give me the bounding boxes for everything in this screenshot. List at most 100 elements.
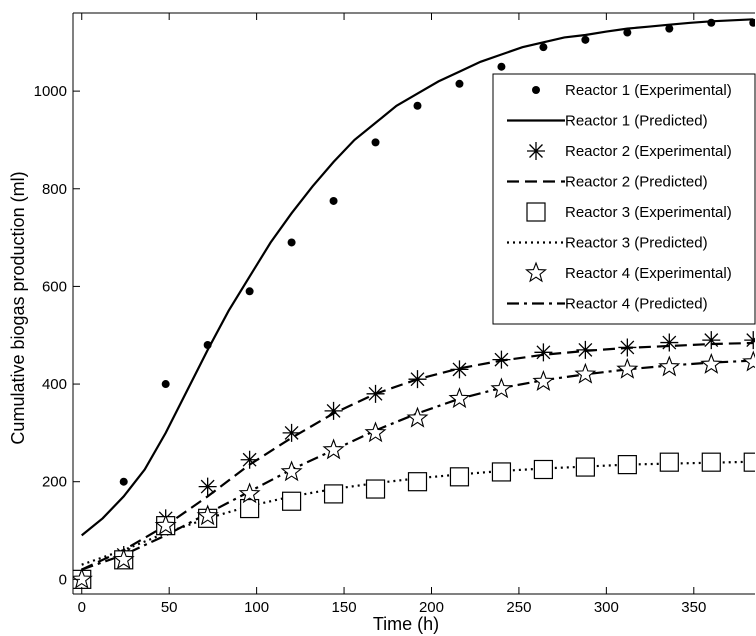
data-point-reactor-1-experimental	[161, 380, 170, 389]
legend-swatch-reactor-4-experimental	[525, 261, 547, 283]
data-point-reactor-1-experimental	[413, 101, 422, 110]
legend-marker-reactor-1-experimental	[532, 86, 540, 94]
data-point-reactor-3-experimental	[701, 452, 721, 472]
data-point-reactor-3-experimental	[617, 455, 637, 475]
data-point-reactor-2-experimental	[408, 370, 427, 389]
data-point-reactor-1-experimental	[581, 35, 590, 44]
legend-label-reactor-4-experimental: Reactor 4 (Experimental)	[565, 265, 732, 282]
x-tick-label: 350	[681, 599, 706, 616]
legend-marker-reactor-2-experimental	[527, 142, 545, 160]
data-point-reactor-4-experimental	[616, 357, 639, 379]
data-point-reactor-1-experimental	[623, 28, 632, 37]
plot-content	[73, 18, 755, 589]
data-point-reactor-3-experimental	[575, 457, 595, 477]
data-point-reactor-4-experimental	[73, 567, 93, 589]
legend-label-reactor-3-experimental: Reactor 3 (Experimental)	[565, 204, 732, 221]
data-point-reactor-1-experimental	[371, 138, 380, 147]
data-point-reactor-4-experimental	[574, 362, 597, 384]
data-point-reactor-1-experimental	[287, 238, 296, 247]
data-point-reactor-2-experimental	[450, 360, 469, 379]
legend-label-reactor-2-predicted: Reactor 2 (Predicted)	[565, 174, 708, 191]
series-reactor-4-experimental	[73, 350, 755, 589]
data-point-reactor-1-experimental	[497, 62, 506, 71]
data-point-reactor-4-experimental	[658, 355, 681, 377]
y-axis-label: Cumulative biogas production (ml)	[8, 171, 28, 444]
data-point-reactor-2-experimental	[744, 331, 755, 350]
data-point-reactor-4-experimental	[448, 387, 471, 409]
x-axis-label: Time (h)	[373, 614, 439, 634]
data-point-reactor-2-experimental	[240, 450, 259, 469]
legend-label-reactor-1-predicted: Reactor 1 (Predicted)	[565, 113, 708, 130]
data-point-reactor-4-experimental	[238, 482, 261, 504]
data-point-reactor-1-experimental	[665, 24, 674, 33]
x-tick-label: 100	[244, 599, 269, 616]
legend-swatch-reactor-1-experimental	[532, 86, 540, 94]
data-point-reactor-1-experimental	[329, 196, 338, 205]
legend-label-reactor-2-experimental: Reactor 2 (Experimental)	[565, 143, 732, 160]
data-point-reactor-2-experimental	[660, 333, 679, 352]
data-point-reactor-4-experimental	[196, 504, 219, 526]
data-point-reactor-2-experimental	[534, 343, 553, 362]
data-point-reactor-4-experimental	[154, 514, 177, 535]
data-point-reactor-2-experimental	[576, 340, 595, 359]
x-tick-label: 300	[594, 599, 619, 616]
data-point-reactor-4-experimental	[322, 438, 345, 460]
y-tick-label: 400	[42, 376, 67, 393]
data-point-reactor-3-experimental	[659, 452, 679, 472]
axes: 0 50 100 150 200 250 300 350 0 200 400 600 800 1000	[34, 12, 755, 616]
data-point-reactor-1-experimental	[245, 287, 254, 296]
data-point-reactor-2-experimental	[492, 350, 511, 369]
data-point-reactor-2-experimental	[282, 423, 301, 442]
legend-box	[492, 73, 756, 325]
data-point-reactor-3-experimental	[323, 484, 344, 504]
x-tick-label: 0	[78, 599, 86, 616]
x-tick-label: 250	[506, 599, 531, 616]
data-point-reactor-4-experimental	[490, 377, 513, 399]
y-tick-label: 1000	[34, 83, 67, 100]
data-point-reactor-4-experimental	[532, 370, 555, 391]
x-tick-label: 150	[332, 599, 357, 616]
data-point-reactor-4-experimental	[112, 548, 135, 570]
y-tick-label: 200	[42, 474, 67, 491]
y-tick-label: 800	[42, 181, 67, 198]
legend: Reactor 1 (Experimental) Reactor 1 (Predi…	[492, 73, 756, 325]
legend-swatch-reactor-2-experimental	[527, 142, 545, 160]
data-point-reactor-1-experimental	[707, 18, 716, 27]
y-tick-label: 0	[59, 571, 67, 588]
data-point-reactor-4-experimental	[406, 406, 429, 428]
legend-marker-reactor-3-experimental	[526, 202, 546, 222]
data-point-reactor-2-experimental	[198, 477, 217, 496]
data-point-reactor-3-experimental	[533, 459, 554, 480]
data-point-reactor-3-experimental	[407, 472, 428, 492]
data-point-reactor-4-experimental	[700, 352, 723, 374]
data-point-reactor-3-experimental	[240, 498, 260, 519]
legend-swatch-reactor-3-experimental	[526, 202, 546, 222]
series-line-reactor-1-predicted	[81, 18, 754, 537]
legend-marker-reactor-4-experimental	[525, 261, 547, 283]
y-tick-label: 600	[42, 278, 67, 295]
data-point-reactor-2-experimental	[702, 331, 721, 350]
data-point-reactor-3-experimental	[365, 479, 386, 499]
x-tick-label: 200	[419, 599, 444, 616]
data-point-reactor-1-experimental	[119, 477, 128, 486]
data-point-reactor-1-experimental	[749, 18, 755, 27]
data-point-reactor-1-experimental	[539, 43, 548, 52]
data-point-reactor-2-experimental	[366, 384, 385, 403]
data-point-reactor-4-experimental	[280, 460, 303, 482]
data-point-reactor-3-experimental	[281, 491, 302, 511]
series-reactor-2-experimental	[73, 331, 755, 589]
series-reactor-1-experimental	[77, 18, 755, 584]
data-point-reactor-4-experimental	[364, 421, 387, 443]
legend-label-reactor-3-predicted: Reactor 3 (Predicted)	[565, 235, 708, 252]
x-tick-label: 50	[161, 599, 178, 616]
data-point-reactor-1-experimental	[203, 341, 212, 349]
data-point-reactor-3-experimental	[449, 467, 470, 487]
data-point-reactor-2-experimental	[324, 401, 343, 420]
data-point-reactor-3-experimental	[491, 462, 512, 482]
data-point-reactor-1-experimental	[455, 79, 464, 88]
legend-label-reactor-1-experimental: Reactor 1 (Experimental)	[565, 82, 732, 99]
data-point-reactor-4-experimental	[742, 350, 755, 372]
data-point-reactor-3-experimental	[743, 452, 755, 472]
legend-label-reactor-4-predicted: Reactor 4 (Predicted)	[565, 296, 708, 313]
